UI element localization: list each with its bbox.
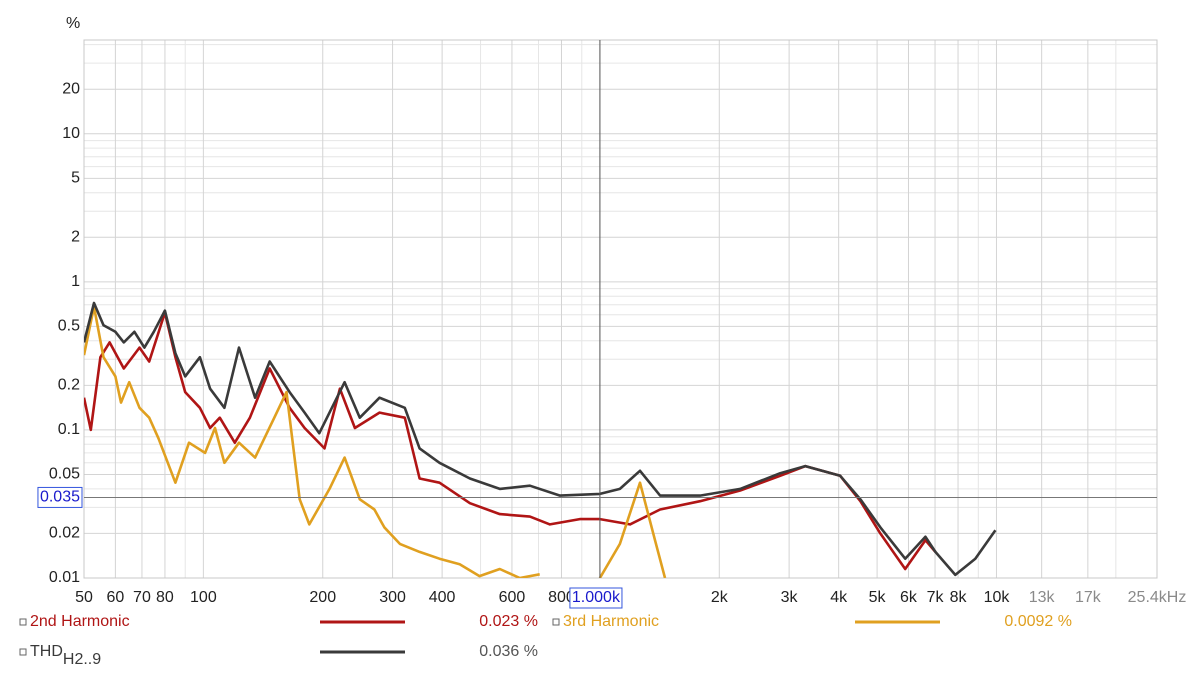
cursor-y-label: 0.035 <box>40 489 80 506</box>
x-tick-label: 8k <box>950 589 968 606</box>
x-tick-label: 100 <box>190 589 217 606</box>
y-tick-label: 0.05 <box>49 466 80 483</box>
x-tick-label: 13k <box>1029 589 1056 606</box>
legend-checkbox[interactable] <box>552 618 560 626</box>
y-tick-label: 2 <box>71 229 80 246</box>
legend-label[interactable]: 2nd Harmonic <box>30 613 130 630</box>
x-tick-label: 60 <box>107 589 125 606</box>
labels: 50 60 70 80 100 200 300 400 600 800 2k 3k 4k 5k 6k 7k 8k… <box>19 40 1187 668</box>
x-tick-label: 5k <box>869 589 887 606</box>
plot-frame <box>83 39 1158 579</box>
y-tick-label: 5 <box>71 170 80 187</box>
y-tick-label: 1 <box>71 273 80 290</box>
legend-cursor-value: 0.023 % <box>479 613 538 630</box>
legend-cursor-value: 0.036 % <box>479 643 538 660</box>
y-axis-unit: % <box>66 15 80 32</box>
x-tick-label: 10k <box>984 589 1011 606</box>
x-tick-label: 2k <box>711 589 729 606</box>
y-tick-label: 0.5 <box>58 318 80 335</box>
y-tick-label: 0.2 <box>58 377 80 394</box>
x-tick-label: 200 <box>309 589 336 606</box>
cursor-y-label-box <box>37 486 83 508</box>
y-tick-label: 0.01 <box>49 569 80 586</box>
series-line <box>84 301 997 577</box>
x-tick-label: 300 <box>379 589 406 606</box>
legend-checkbox[interactable] <box>19 618 27 626</box>
series-line <box>84 305 667 578</box>
y-tick-label: 0.02 <box>49 525 80 542</box>
x-tick-label: 6k <box>900 589 918 606</box>
x-tick-label: 400 <box>429 589 456 606</box>
x-tick-label: 17k <box>1075 589 1102 606</box>
cursor-x-label: 1.000k <box>572 589 621 606</box>
x-tick-label: 70 <box>133 589 151 606</box>
legend-label-subscript: H2..9 <box>63 651 101 668</box>
legend-label[interactable]: 3rd Harmonic <box>563 613 659 630</box>
x-tick-label: 50 <box>75 589 93 606</box>
x-tick-label: 80 <box>156 589 174 606</box>
y-tick-label: 20 <box>62 80 80 97</box>
y-tick-label: 0.1 <box>58 421 80 438</box>
legend-checkbox[interactable] <box>19 648 27 656</box>
legend-cursor-value: 0.0092 % <box>1004 613 1072 630</box>
x-tick-label: 4k <box>830 589 848 606</box>
y-tick-label: 10 <box>62 125 80 142</box>
x-tick-label: 800 <box>548 589 575 606</box>
x-tick-label: 7k <box>927 589 945 606</box>
cursor-x-label-box <box>569 587 623 609</box>
x-tick-label: 25.4kHz <box>1128 589 1187 606</box>
legend-label[interactable]: THD <box>30 643 63 660</box>
x-tick-label: 600 <box>499 589 526 606</box>
plot-lines <box>84 301 997 578</box>
x-tick-label: 3k <box>781 589 799 606</box>
